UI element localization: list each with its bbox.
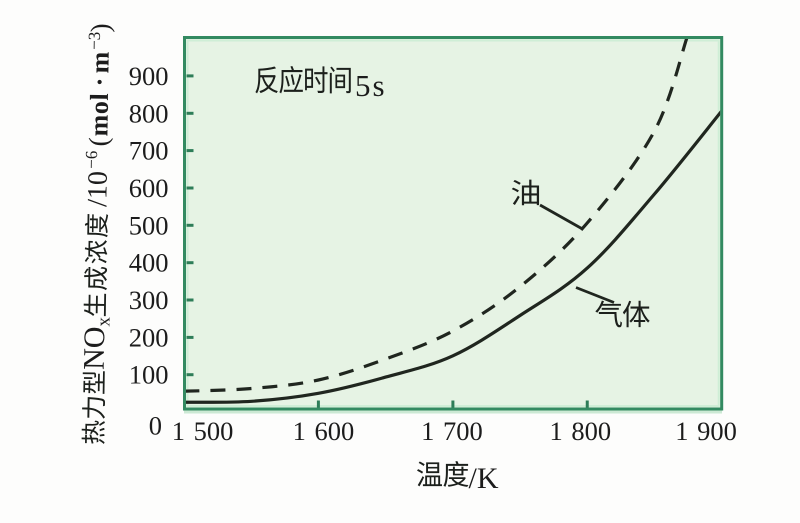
svg-text:300: 300 xyxy=(129,285,169,315)
svg-text:400: 400 xyxy=(129,248,169,278)
svg-text:1 700: 1 700 xyxy=(421,416,483,446)
svg-text:1 500: 1 500 xyxy=(172,416,234,446)
svg-text:mol: mol xyxy=(84,92,114,136)
svg-text:500: 500 xyxy=(129,210,169,240)
svg-text:x: x xyxy=(93,316,114,326)
svg-text:1 900: 1 900 xyxy=(675,416,737,446)
svg-text:800: 800 xyxy=(129,98,169,128)
svg-text:(: ( xyxy=(83,137,113,146)
svg-text:−3: −3 xyxy=(85,32,104,50)
svg-text:): ) xyxy=(85,23,115,32)
svg-text:/10: /10 xyxy=(82,171,114,207)
svg-text:·: · xyxy=(85,78,114,87)
svg-text:0: 0 xyxy=(149,411,162,441)
svg-text:1 600: 1 600 xyxy=(293,416,355,446)
svg-text:/K: /K xyxy=(469,462,499,495)
svg-text:200: 200 xyxy=(129,322,169,352)
svg-text:5s: 5s xyxy=(355,68,387,103)
svg-text:NO: NO xyxy=(78,326,112,370)
svg-text:900: 900 xyxy=(129,61,169,91)
svg-text:m: m xyxy=(85,51,114,73)
svg-text:100: 100 xyxy=(129,360,169,390)
svg-text:700: 700 xyxy=(129,136,169,166)
svg-text:−6: −6 xyxy=(82,151,101,169)
svg-text:600: 600 xyxy=(129,173,169,203)
svg-text:1 800: 1 800 xyxy=(549,416,611,446)
